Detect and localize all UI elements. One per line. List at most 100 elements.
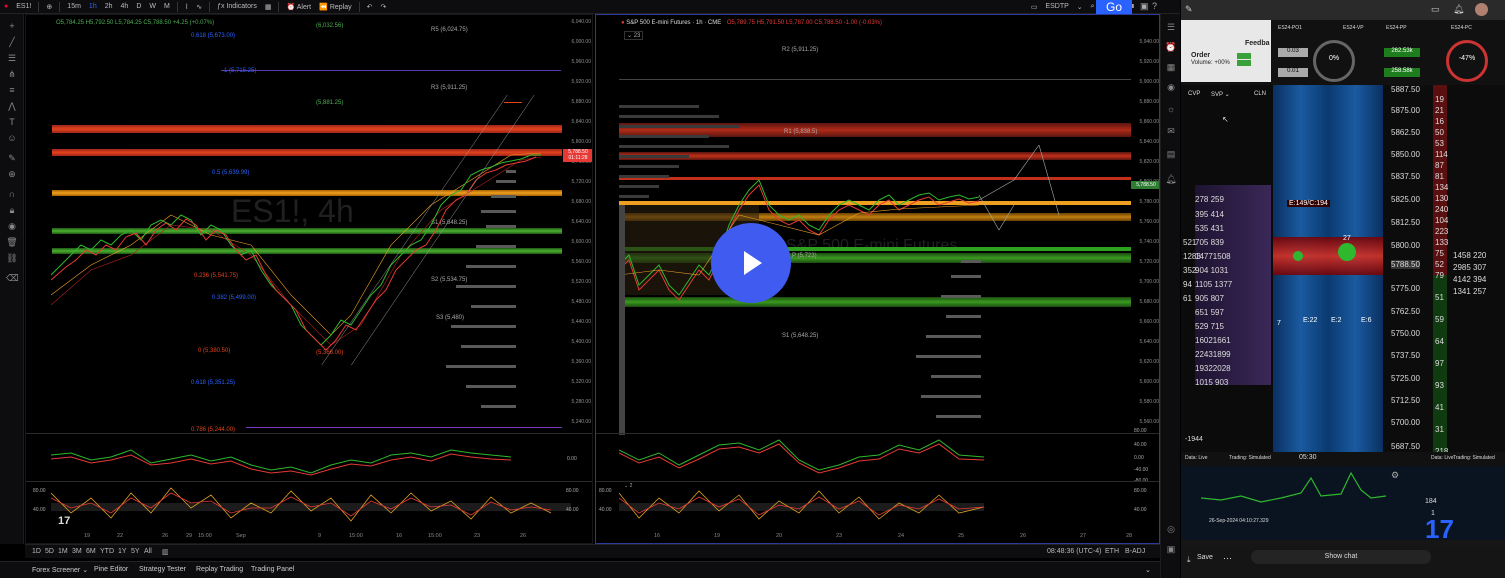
help-icon[interactable]: ? (1152, 1, 1158, 11)
tab-forex-screener[interactable]: Forex Screener ⌄ (32, 567, 89, 574)
edit-icon[interactable]: ✎ (1185, 4, 1193, 14)
remove-icon[interactable]: ⌫ (6, 273, 19, 283)
line-type-icon[interactable]: ∿ (196, 3, 203, 11)
redo-icon[interactable]: ↷ (380, 3, 387, 11)
save-icon[interactable]: ⤓ (1187, 555, 1191, 564)
magnet-icon[interactable]: ∩ (8, 189, 16, 199)
undo-icon[interactable]: ↶ (366, 3, 373, 11)
tab-cln[interactable]: CLN (1254, 91, 1267, 97)
ideas-icon[interactable]: ☼ (1166, 104, 1176, 114)
price-tick: 5,560.00 (1139, 419, 1159, 425)
go-button[interactable]: Go (1096, 0, 1132, 14)
green-toggle[interactable] (1237, 53, 1251, 59)
range-1d[interactable]: 1D (32, 548, 41, 555)
stream-video-panel[interactable]: ✎ ▭ 🔔︎ Order Volume: +00% Feedba ES24-PO… (1181, 0, 1505, 578)
symbol-search[interactable]: ES1! (16, 3, 32, 10)
interval-m[interactable]: M (163, 3, 170, 10)
range-3m[interactable]: 3M (72, 548, 82, 555)
interval-4h[interactable]: 4h (120, 3, 129, 10)
target-icon[interactable]: ◎ (1167, 524, 1175, 534)
watchlist-icon[interactable]: ☰ (1166, 22, 1176, 32)
range-1y[interactable]: 1Y (118, 548, 127, 555)
range-5d[interactable]: 5D (45, 548, 54, 555)
alerts-icon[interactable]: ⏰ (1165, 42, 1177, 52)
date-range-icon[interactable]: ▥ (162, 549, 169, 556)
dom-row: 651 597 (1195, 308, 1224, 317)
tab-pine-editor[interactable]: Pine Editor (94, 566, 129, 573)
save-button[interactable]: Save (1197, 554, 1213, 561)
pitchfork-icon[interactable]: ⋔ (8, 69, 16, 79)
emoji-icon[interactable]: ☺ (7, 133, 17, 143)
pane-divider[interactable] (26, 481, 592, 482)
alert-button[interactable]: ⏰ Alert (286, 3, 312, 11)
tradingview-logo[interactable]: ● (4, 3, 9, 10)
fib-icon[interactable]: ≡ (9, 85, 15, 95)
range-6m[interactable]: 6M (86, 548, 96, 555)
settings-icon[interactable]: ⚙ (1391, 470, 1400, 480)
show-chat-button[interactable]: Show chat (1251, 550, 1431, 564)
interval-d[interactable]: D (136, 3, 142, 10)
lock-icon[interactable]: 🔒︎ (9, 205, 15, 215)
chart-pane-left[interactable]: O5,784.25 H5,792.50 L5,784.25 C5,788.50 … (25, 14, 593, 544)
trend-line-icon[interactable]: ╱ (9, 37, 15, 47)
video-play-button[interactable] (711, 223, 791, 303)
session-toggle[interactable]: ETH (1105, 548, 1119, 555)
notifications-icon[interactable]: 🔔︎ (1165, 174, 1177, 184)
indicators-button[interactable]: ƒx Indicators (217, 3, 257, 10)
templates-icon[interactable]: ▦ (264, 3, 272, 11)
layout-icon[interactable]: ▭ (1030, 3, 1038, 11)
interval-1h[interactable]: 1h (88, 3, 97, 10)
search-icon[interactable]: ⌕ (1090, 2, 1095, 10)
indicator-toggle[interactable]: ⌄ 23 (624, 31, 644, 40)
add-symbol-icon[interactable]: ⊕ (46, 3, 53, 11)
hotlists-icon[interactable]: ◉ (1167, 82, 1175, 92)
tab-svp[interactable]: SVP ⌄ (1211, 92, 1230, 98)
pane-divider[interactable] (596, 433, 1159, 434)
data-window-icon[interactable]: ▦ (1166, 62, 1176, 72)
eye-icon[interactable]: ◉ (8, 221, 16, 231)
range-1m[interactable]: 1M (58, 548, 68, 555)
tab-strategy-tester[interactable]: Strategy Tester (139, 566, 186, 573)
interval-2h[interactable]: 2h (104, 3, 113, 10)
pane-divider[interactable] (596, 481, 1159, 482)
pattern-icon[interactable]: ⋀ (8, 101, 16, 111)
range-5y[interactable]: 5Y (131, 548, 140, 555)
green-toggle[interactable] (1237, 60, 1251, 66)
trash-icon[interactable]: 🗑︎ (6, 237, 18, 247)
bell-icon[interactable]: 🔔︎ (1453, 4, 1465, 14)
chat-icon[interactable]: ✉ (1167, 126, 1175, 136)
ruler-icon[interactable]: ✎ (8, 153, 16, 163)
tab-trading-panel[interactable]: Trading Panel (251, 566, 295, 573)
zoom-icon[interactable]: ⊕ (8, 169, 16, 179)
pane-divider[interactable] (26, 433, 592, 434)
price-axis-left[interactable]: 6,040.00 6,000.00 5,960.00 5,920.00 5,88… (563, 15, 592, 445)
current-price-tag: 5,788.50 01:11:28 (563, 149, 592, 162)
chevron-down-icon[interactable]: ⌄ (1076, 3, 1083, 11)
cast-icon[interactable]: ▭ (1431, 4, 1440, 14)
range-ytd[interactable]: YTD (100, 548, 114, 555)
chart-pane-right[interactable]: ● S&P 500 E-mini Futures · 1h · CME O5,7… (595, 14, 1160, 544)
publish-icon[interactable]: ▣ (1140, 1, 1149, 11)
replay-button[interactable]: ⏪ Replay (319, 3, 352, 11)
more-icon[interactable]: ⋯ (1223, 553, 1232, 563)
link-icon[interactable]: ⛓︎ (6, 253, 18, 263)
horizontal-lines-icon[interactable]: ☰ (7, 53, 17, 63)
crosshair-icon[interactable]: + (9, 21, 15, 31)
bar-type-icon[interactable]: ⌇ (184, 3, 189, 11)
price-axis-right[interactable]: 5,940.00 5,920.00 5,900.00 5,880.00 5,86… (1131, 15, 1159, 445)
layout-name[interactable]: ESDTP (1045, 3, 1069, 10)
video-frame[interactable]: Order Volume: +00% Feedba ES24-PO1 ES24-… (1181, 20, 1505, 540)
range-all[interactable]: All (144, 548, 152, 555)
text-icon[interactable]: T (9, 117, 15, 127)
calendar-icon[interactable]: ▤ (1166, 149, 1176, 159)
interval-w[interactable]: W (149, 3, 156, 10)
clock[interactable]: 08:48:36 (UTC-4) (1047, 548, 1102, 555)
green-bubble (1338, 243, 1356, 261)
collapse-icon[interactable]: ⌄ (1145, 567, 1151, 574)
tab-replay-trading[interactable]: Replay Trading (196, 566, 244, 573)
layers-icon[interactable]: ▣ (1166, 544, 1176, 554)
adjustment-toggle[interactable]: B-ADJ (1125, 548, 1146, 555)
interval-15m[interactable]: 15m (67, 3, 81, 10)
avatar[interactable] (1475, 3, 1488, 16)
tab-cvp[interactable]: CVP (1188, 91, 1201, 97)
